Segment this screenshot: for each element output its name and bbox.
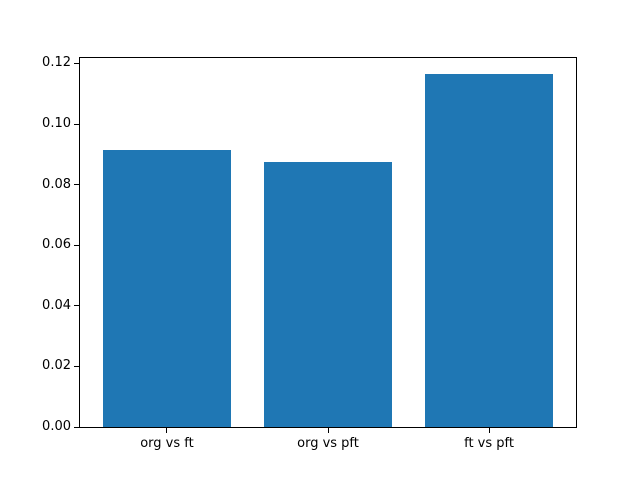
x-tick-label-ft-vs-pft: ft vs pft bbox=[464, 436, 514, 451]
x-tick-mark bbox=[488, 428, 490, 433]
y-tick-label: 0.10 bbox=[42, 116, 71, 132]
x-tick-label-org-vs-pft: org vs pft bbox=[297, 436, 359, 451]
y-tick-mark bbox=[74, 426, 79, 428]
y-tick-label: 0.02 bbox=[42, 358, 71, 374]
y-tick-label: 0.04 bbox=[42, 297, 71, 313]
y-tick-mark bbox=[74, 62, 79, 64]
bar-org-vs-ft bbox=[102, 149, 232, 427]
y-tick-label: 0.06 bbox=[42, 237, 71, 253]
plot-area bbox=[79, 57, 577, 428]
y-tick-label: 0.00 bbox=[42, 419, 71, 434]
y-tick-mark bbox=[74, 184, 79, 186]
x-tick-mark bbox=[327, 428, 329, 433]
y-tick-mark bbox=[74, 244, 79, 246]
y-tick-label: 0.08 bbox=[42, 176, 71, 192]
x-tick-label-org-vs-ft: org vs ft bbox=[140, 436, 194, 451]
bar-ft-vs-pft bbox=[424, 74, 554, 427]
bar-org-vs-pft bbox=[263, 161, 393, 427]
y-tick-mark bbox=[74, 305, 79, 307]
x-tick-mark bbox=[166, 428, 168, 433]
y-tick-mark bbox=[74, 365, 79, 367]
y-tick-mark bbox=[74, 123, 79, 125]
y-tick-label: 0.12 bbox=[42, 55, 71, 71]
